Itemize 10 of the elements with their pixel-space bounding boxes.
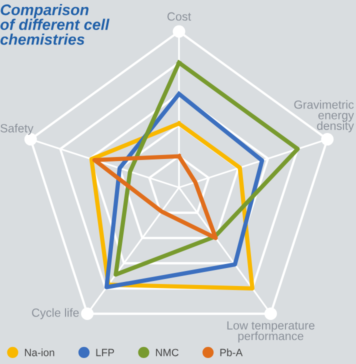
spoke-label: Safety bbox=[0, 124, 34, 135]
legend-label: Pb-A bbox=[220, 348, 243, 356]
chart-title: Comparison of different cell chemistries bbox=[0, 4, 110, 45]
spoke-label: Gravimetric energy density bbox=[294, 100, 354, 132]
spoke-label: Cycle life bbox=[32, 308, 79, 320]
legend-label: LFP bbox=[96, 348, 114, 356]
legend-label: NMC bbox=[156, 348, 178, 356]
legend-label: Na-ion bbox=[24, 348, 54, 356]
spoke-label: Cost bbox=[167, 12, 192, 21]
spoke-label: Low temperature performance bbox=[227, 321, 314, 342]
